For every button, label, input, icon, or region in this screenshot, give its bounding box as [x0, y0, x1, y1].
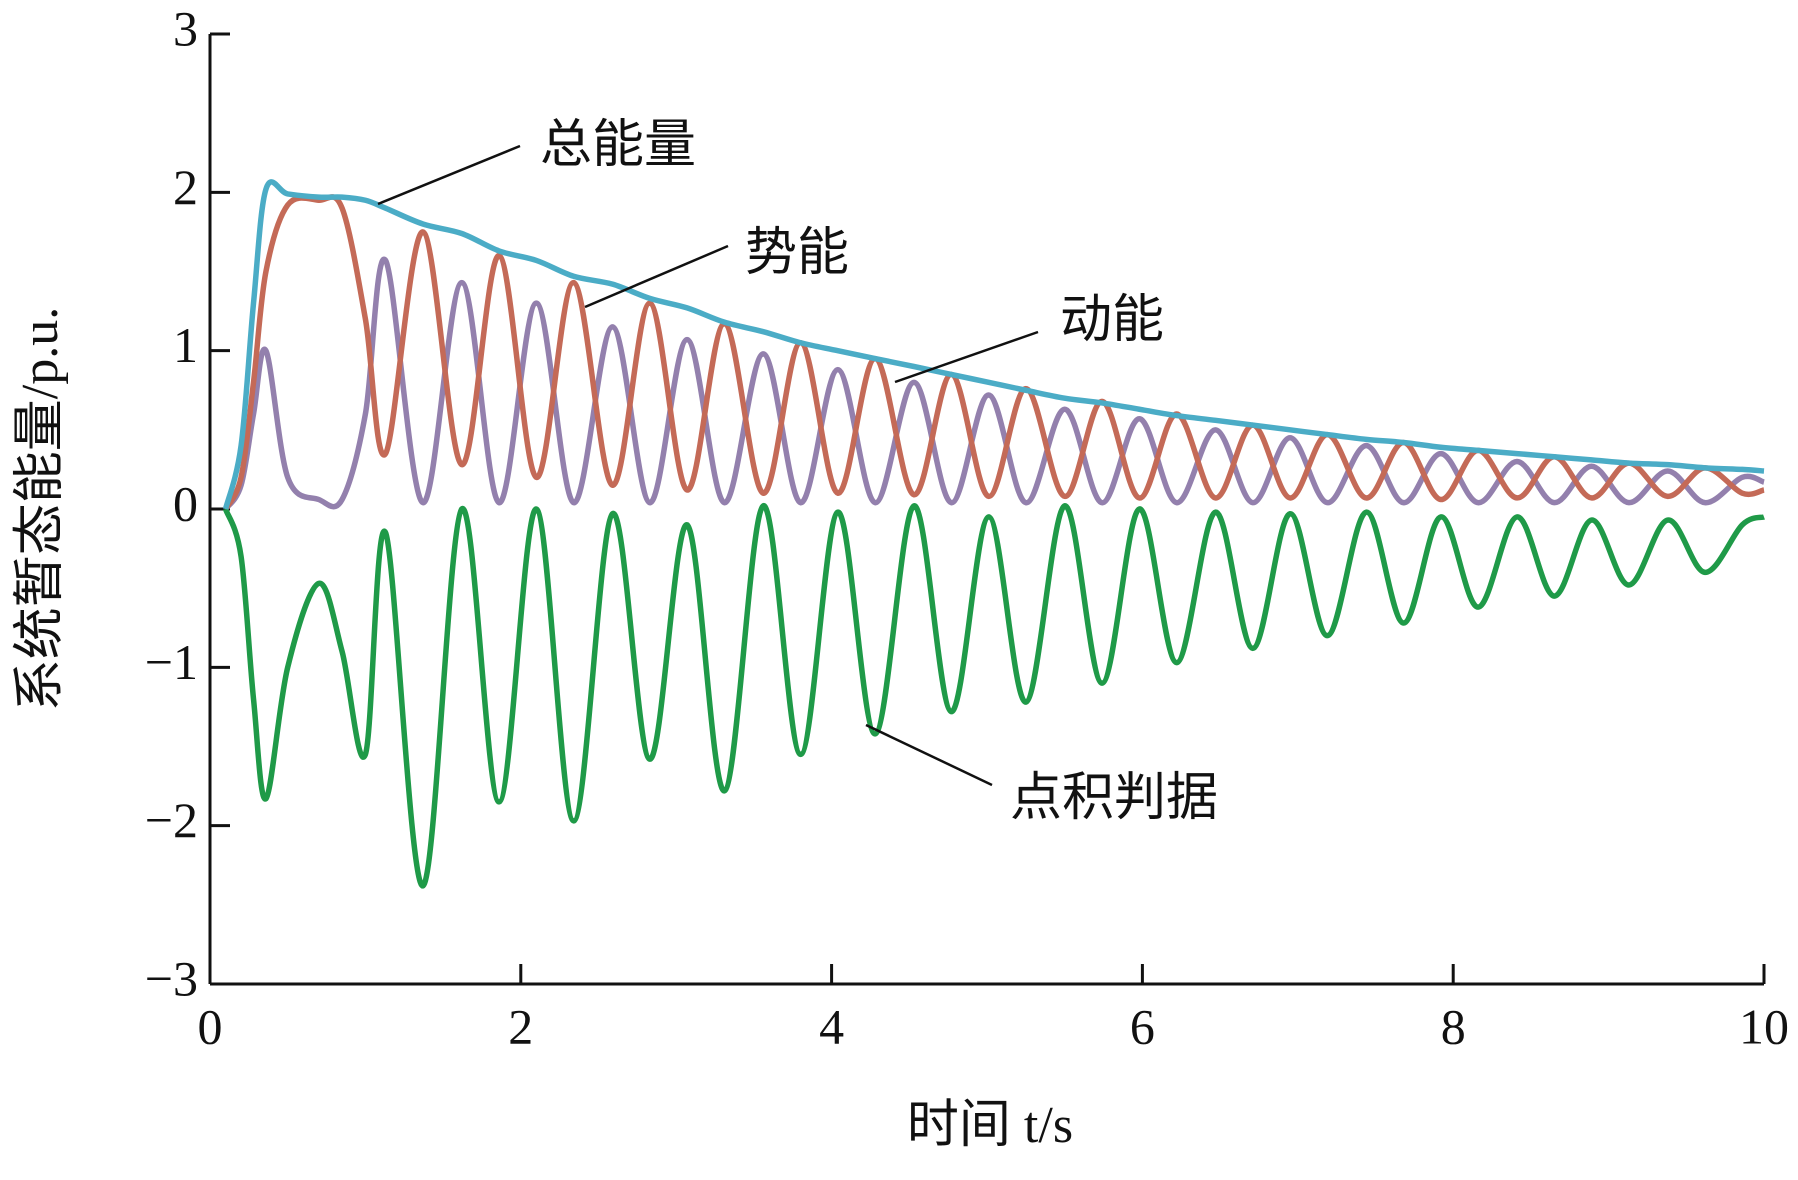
y-tick-label: 3 — [173, 0, 198, 56]
x-tick-label: 8 — [1441, 998, 1466, 1054]
leader-line — [894, 330, 1039, 384]
series-line — [223, 194, 1765, 511]
x-axis-label: 时间 t/s — [907, 1097, 1073, 1154]
series-label: 势能 — [745, 225, 849, 282]
series-label: 点积判据 — [1010, 770, 1218, 827]
y-tick-label: 0 — [173, 475, 198, 531]
series-label: 总能量 — [540, 117, 696, 174]
y-tick-label: −1 — [145, 634, 198, 690]
leader-line — [377, 144, 521, 206]
leader-line — [865, 723, 993, 787]
y-tick-label: 1 — [173, 317, 198, 373]
x-tick-label: 6 — [1130, 998, 1155, 1054]
y-axis-label: 系统暂态能量/p.u. — [12, 307, 69, 711]
leader-line — [584, 244, 729, 309]
series-line — [222, 503, 1765, 889]
series-line — [223, 256, 1765, 511]
y-tick-label: −2 — [145, 792, 198, 848]
x-tick-label: 4 — [819, 998, 844, 1054]
x-tick-label: 0 — [198, 998, 223, 1054]
y-tick-label: 2 — [173, 159, 198, 215]
series-line — [222, 179, 1765, 510]
x-tick-label: 2 — [508, 998, 533, 1054]
y-tick-label: −3 — [145, 950, 198, 1006]
series-label: 动能 — [1060, 292, 1164, 349]
x-tick-label: 10 — [1739, 998, 1789, 1054]
